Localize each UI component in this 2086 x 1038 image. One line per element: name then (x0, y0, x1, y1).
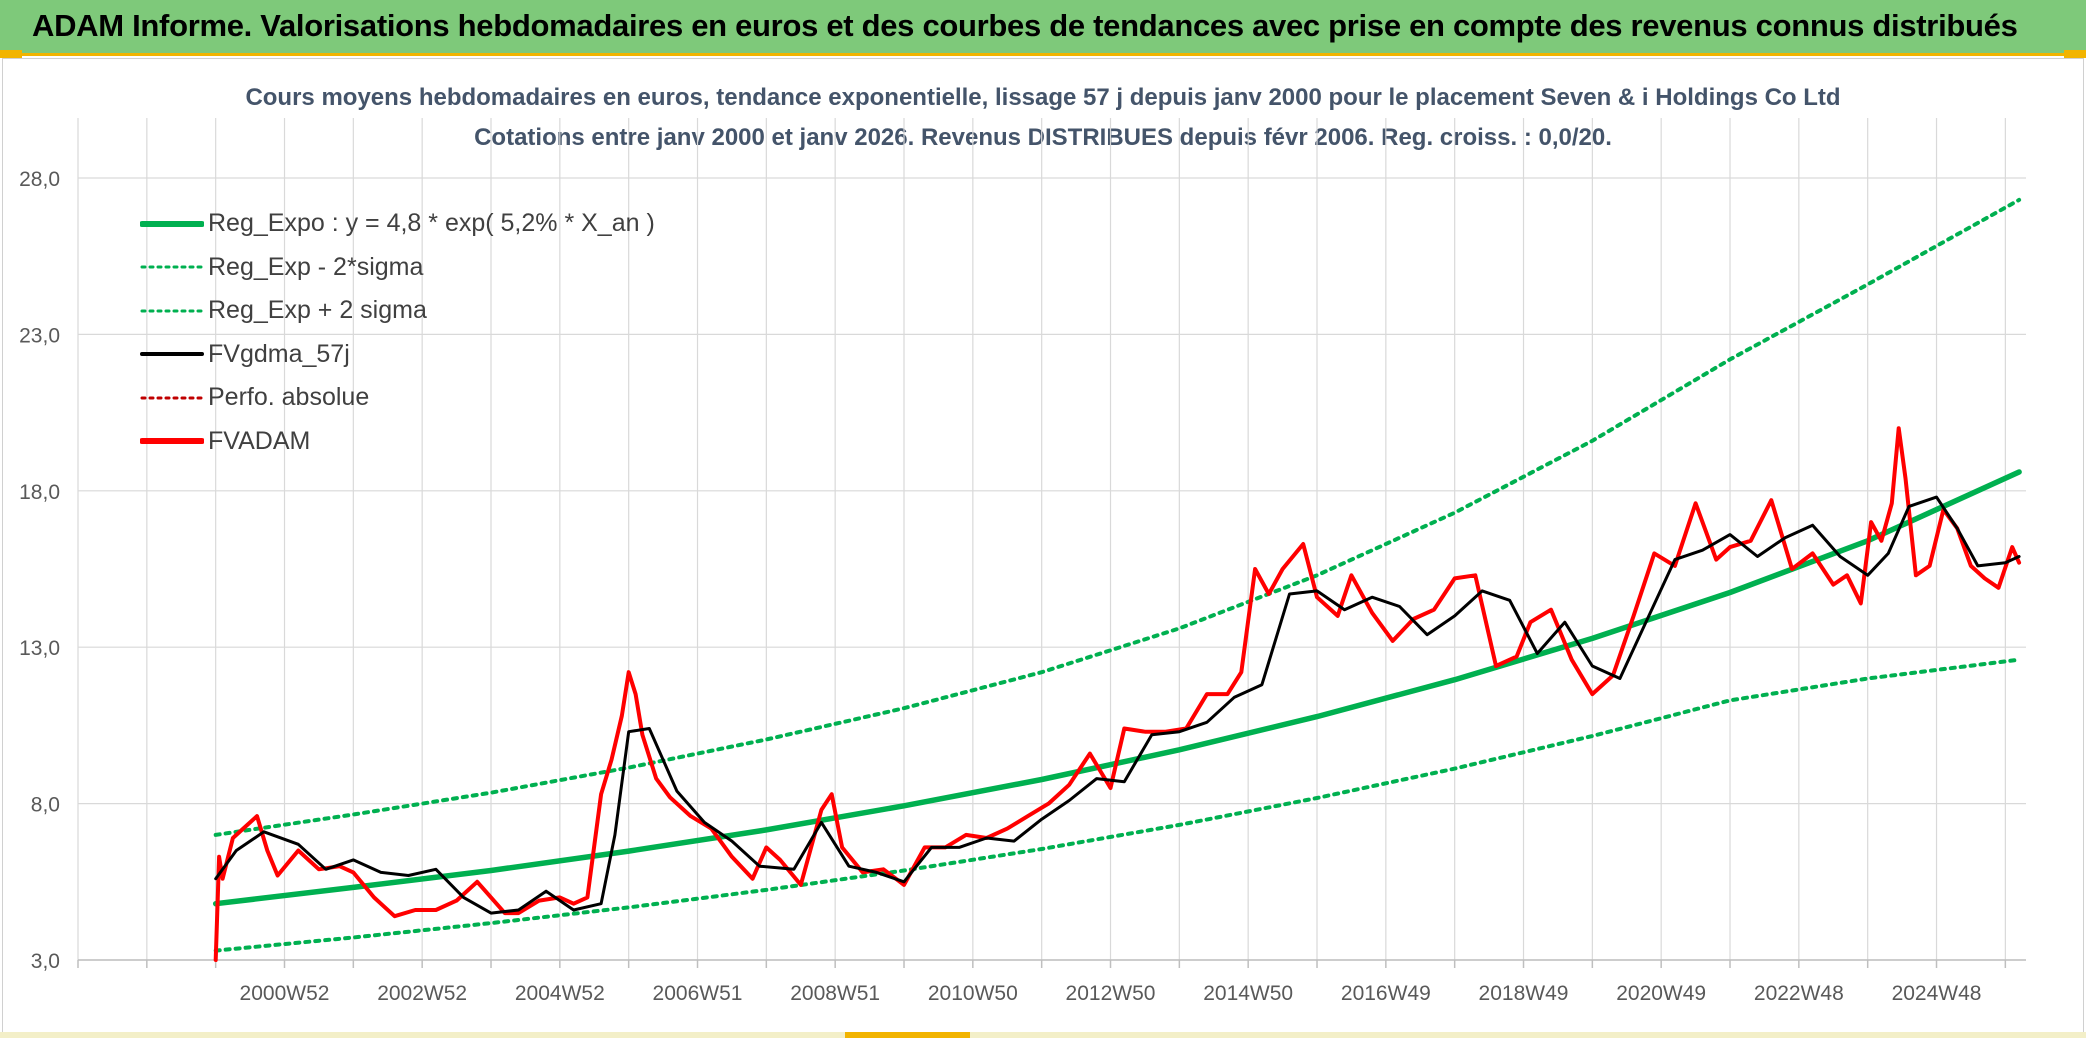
bottom-strip (0, 1032, 2086, 1038)
banner-accent-left (0, 50, 22, 58)
y-tick-label: 18,0 (19, 481, 60, 504)
x-tick-label: 2014W50 (1203, 982, 1293, 1005)
series-line-3 (214, 495, 2021, 915)
x-tick-label: 2016W49 (1341, 982, 1431, 1005)
series-line-5 (213, 426, 2022, 962)
y-tick-label: 23,0 (19, 324, 60, 347)
y-tick-label: 8,0 (31, 794, 60, 817)
report-title: ADAM Informe. Valorisations hebdomadaire… (32, 8, 2018, 43)
x-tick-label: 2020W49 (1616, 982, 1706, 1005)
legend-item: FVADAM (140, 420, 655, 464)
y-tick-label: 28,0 (19, 168, 60, 191)
legend-swatch (140, 396, 204, 400)
chart-title: Cours moyens hebdomadaires en euros, ten… (245, 84, 1841, 111)
chart-grid (77, 118, 2026, 961)
y-tick-label: 3,0 (31, 950, 60, 973)
legend-swatch (140, 309, 204, 313)
legend-label: Reg_Expo : y = 4,8 * exp( 5,2% * X_an ) (208, 209, 655, 238)
chart-subtitle: Cotations entre janv 2000 et janv 2026. … (474, 124, 1612, 151)
x-tick-label: 2024W48 (1892, 982, 1982, 1005)
legend-swatch (140, 265, 204, 269)
chart-tick-labels: 3,0 8,0 13,0 18,0 23,0 28,0 2000W52 2002W52 2004… (19, 168, 1981, 1005)
x-tick-label: 2006W51 (653, 982, 743, 1005)
x-tick-label: 2008W51 (790, 982, 880, 1005)
x-tick-label: 2002W52 (377, 982, 467, 1005)
legend-item: FVgdma_57j (140, 333, 655, 377)
series-line-0 (212, 469, 2022, 907)
legend-swatch (140, 352, 204, 357)
report-banner: ADAM Informe. Valorisations hebdomadaire… (0, 0, 2086, 56)
chart-series (212, 197, 2022, 962)
series-line-2 (213, 197, 2022, 837)
legend-label: Reg_Exp + 2 sigma (208, 296, 427, 325)
x-tick-label: 2012W50 (1066, 982, 1156, 1005)
legend-label: Perfo. absolue (208, 383, 370, 412)
legend-item: Reg_Exp + 2 sigma (140, 289, 655, 333)
x-tick-label: 2010W50 (928, 982, 1018, 1005)
legend-item: Perfo. absolue (140, 376, 655, 420)
x-tick-label: 2018W49 (1479, 982, 1569, 1005)
series-line-1 (213, 657, 2022, 953)
x-tick-label: 2000W52 (240, 982, 330, 1005)
legend-swatch (140, 438, 204, 445)
legend-swatch (140, 220, 204, 227)
x-tick-label: 2004W52 (515, 982, 605, 1005)
legend-item: Reg_Expo : y = 4,8 * exp( 5,2% * X_an ) (140, 202, 655, 246)
legend-item: Reg_Exp - 2*sigma (140, 246, 655, 290)
x-tick-label: 2022W48 (1754, 982, 1844, 1005)
legend-label: FVADAM (208, 426, 311, 455)
legend-label: Reg_Exp - 2*sigma (208, 252, 424, 281)
banner-accent-right (2064, 50, 2086, 58)
chart-axes (77, 959, 2026, 968)
legend-label: FVgdma_57j (208, 339, 350, 368)
y-tick-label: 13,0 (19, 637, 60, 660)
chart-legend: Reg_Expo : y = 4,8 * exp( 5,2% * X_an ) R… (140, 202, 655, 463)
